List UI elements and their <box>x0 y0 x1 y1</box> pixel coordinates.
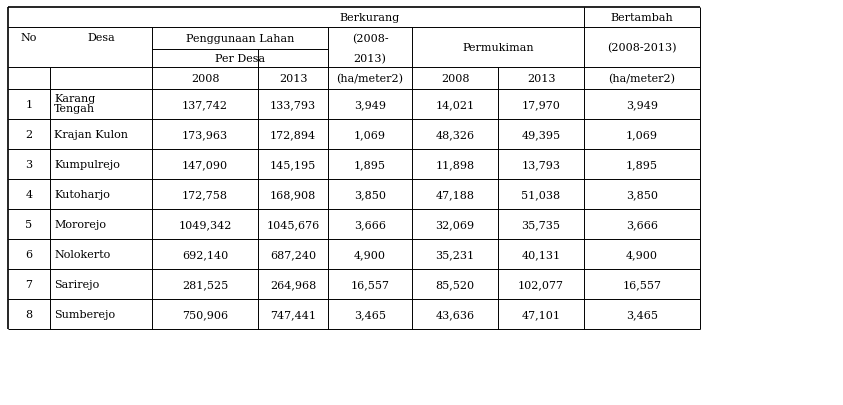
Text: 1,069: 1,069 <box>626 130 658 140</box>
Text: 147,090: 147,090 <box>182 160 228 170</box>
Text: 281,525: 281,525 <box>182 279 228 289</box>
Text: 17,970: 17,970 <box>522 100 561 110</box>
Text: 85,520: 85,520 <box>436 279 475 289</box>
Text: 692,140: 692,140 <box>182 249 228 259</box>
Text: 35,735: 35,735 <box>522 220 561 230</box>
Text: 40,131: 40,131 <box>522 249 561 259</box>
Text: 4,900: 4,900 <box>354 249 386 259</box>
Text: (ha/meter2): (ha/meter2) <box>609 74 675 84</box>
Text: 687,240: 687,240 <box>270 249 316 259</box>
Text: 264,968: 264,968 <box>270 279 316 289</box>
Text: Kumpulrejo: Kumpulrejo <box>54 160 120 170</box>
Text: Sumberejo: Sumberejo <box>54 309 115 319</box>
Text: Penggunaan Lahan: Penggunaan Lahan <box>185 34 294 44</box>
Text: 11,898: 11,898 <box>436 160 475 170</box>
Text: Mororejo: Mororejo <box>54 220 106 230</box>
Text: Karang: Karang <box>54 94 95 104</box>
Text: 172,894: 172,894 <box>270 130 316 140</box>
Text: (ha/meter2): (ha/meter2) <box>336 74 404 84</box>
Text: 8: 8 <box>25 309 33 319</box>
Text: 747,441: 747,441 <box>270 309 316 319</box>
Text: 47,188: 47,188 <box>436 190 475 200</box>
Text: 173,963: 173,963 <box>182 130 228 140</box>
Text: 3,465: 3,465 <box>626 309 658 319</box>
Text: 5: 5 <box>25 220 33 230</box>
Text: 2: 2 <box>25 130 33 140</box>
Text: 102,077: 102,077 <box>518 279 564 289</box>
Text: 1045,676: 1045,676 <box>266 220 319 230</box>
Text: 3,949: 3,949 <box>626 100 658 110</box>
Text: Tengah: Tengah <box>54 104 95 114</box>
Text: 145,195: 145,195 <box>270 160 316 170</box>
Text: (2008-: (2008- <box>352 34 389 44</box>
Text: 3,666: 3,666 <box>354 220 386 230</box>
Text: 14,021: 14,021 <box>436 100 475 110</box>
Text: 43,636: 43,636 <box>436 309 475 319</box>
Text: Berkurang: Berkurang <box>340 13 400 23</box>
Text: 3,666: 3,666 <box>626 220 658 230</box>
Text: 168,908: 168,908 <box>270 190 316 200</box>
Text: (2008-2013): (2008-2013) <box>607 43 677 53</box>
Text: Sarirejo: Sarirejo <box>54 279 99 289</box>
Text: 32,069: 32,069 <box>436 220 475 230</box>
Text: 2008: 2008 <box>441 74 470 84</box>
Text: 51,038: 51,038 <box>522 190 561 200</box>
Text: 4,900: 4,900 <box>626 249 658 259</box>
Text: Nolokerto: Nolokerto <box>54 249 110 259</box>
Text: No: No <box>21 33 37 43</box>
Text: 4: 4 <box>25 190 33 200</box>
Text: 133,793: 133,793 <box>270 100 316 110</box>
Text: 1,895: 1,895 <box>354 160 386 170</box>
Text: 2008: 2008 <box>191 74 219 84</box>
Text: 3,465: 3,465 <box>354 309 386 319</box>
Text: 3,949: 3,949 <box>354 100 386 110</box>
Text: Bertambah: Bertambah <box>610 13 674 23</box>
Text: Per Desa: Per Desa <box>215 54 265 64</box>
Text: 1049,342: 1049,342 <box>179 220 232 230</box>
Text: 3,850: 3,850 <box>354 190 386 200</box>
Text: 47,101: 47,101 <box>522 309 561 319</box>
Text: 1,069: 1,069 <box>354 130 386 140</box>
Text: 1,895: 1,895 <box>626 160 658 170</box>
Text: 48,326: 48,326 <box>436 130 475 140</box>
Text: 750,906: 750,906 <box>182 309 228 319</box>
Text: 13,793: 13,793 <box>522 160 561 170</box>
Text: Desa: Desa <box>87 33 115 43</box>
Text: Permukiman: Permukiman <box>462 43 534 53</box>
Text: 49,395: 49,395 <box>522 130 561 140</box>
Text: 137,742: 137,742 <box>182 100 228 110</box>
Text: 1: 1 <box>25 100 33 110</box>
Text: 2013): 2013) <box>353 54 386 64</box>
Text: 2013: 2013 <box>527 74 556 84</box>
Text: Kutoharjo: Kutoharjo <box>54 190 110 200</box>
Text: 6: 6 <box>25 249 33 259</box>
Text: 16,557: 16,557 <box>351 279 389 289</box>
Text: 35,231: 35,231 <box>436 249 475 259</box>
Text: 7: 7 <box>25 279 33 289</box>
Text: 3: 3 <box>25 160 33 170</box>
Text: Krajan Kulon: Krajan Kulon <box>54 130 128 140</box>
Text: 2013: 2013 <box>279 74 307 84</box>
Text: 16,557: 16,557 <box>622 279 662 289</box>
Text: 172,758: 172,758 <box>182 190 228 200</box>
Text: 3,850: 3,850 <box>626 190 658 200</box>
